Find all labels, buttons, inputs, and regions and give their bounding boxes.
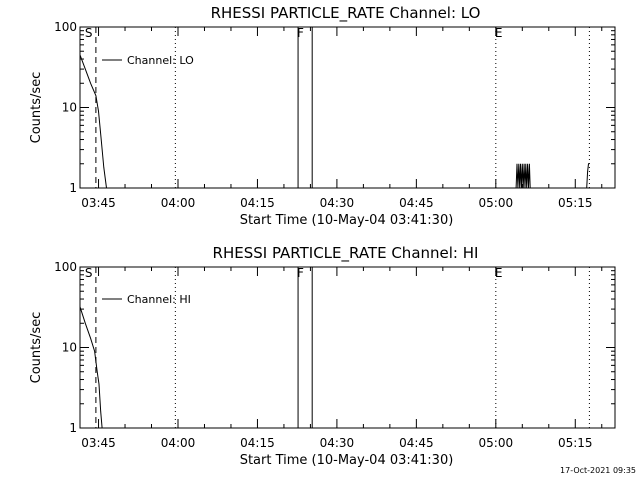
marker-label: S	[85, 26, 93, 40]
marker-label: E	[495, 266, 503, 280]
y-tick-label: 100	[54, 20, 77, 34]
y-tick-label: 10	[62, 101, 77, 115]
marker-label: F	[297, 266, 304, 280]
x-tick-label: 04:45	[399, 436, 434, 450]
x-tick-label: 05:00	[479, 196, 514, 210]
x-tick-label: 04:15	[240, 196, 275, 210]
x-tick-label: 03:45	[81, 436, 116, 450]
plot-frame	[79, 26, 616, 189]
x-tick-label: 03:45	[81, 196, 116, 210]
hi-channel-panel: RHESSI PARTICLE_RATE Channel: HI 1 10 100 03…	[29, 244, 616, 468]
x-axis-label: Start Time (10-May-04 03:41:30)	[240, 213, 454, 228]
x-tick-label: 05:15	[558, 196, 593, 210]
data-series-line	[79, 306, 103, 429]
x-tick-label: 04:45	[399, 196, 434, 210]
x-tick-label: 04:00	[161, 436, 196, 450]
legend-label: Channel: LO	[127, 54, 194, 67]
y-tick-label: 1	[69, 181, 77, 195]
plot-frame	[79, 266, 616, 429]
data-series-line	[586, 163, 590, 189]
x-axis-label: Start Time (10-May-04 03:41:30)	[240, 453, 454, 468]
y-tick-label: 10	[62, 341, 77, 355]
chart-title: RHESSI PARTICLE_RATE Channel: LO	[211, 4, 481, 23]
x-tick-label: 04:00	[161, 196, 196, 210]
plot-timestamp: 17-Oct-2021 09:35	[560, 466, 636, 475]
x-tick-label: 04:30	[320, 436, 355, 450]
marker-label: F	[297, 26, 304, 40]
lo-channel-panel: RHESSI PARTICLE_RATE Channel: LO 1 10 100 03…	[29, 4, 616, 228]
y-axis-label: Counts/sec	[29, 72, 44, 144]
marker-label: S	[85, 266, 93, 280]
marker-label: E	[495, 26, 503, 40]
x-tick-label: 05:15	[558, 436, 593, 450]
legend-label: Channel: HI	[127, 293, 191, 306]
y-axis-label: Counts/sec	[29, 312, 44, 384]
x-tick-label: 04:30	[320, 196, 355, 210]
x-tick-label: 05:00	[479, 436, 514, 450]
data-series-line	[515, 163, 531, 189]
y-tick-label: 1	[69, 421, 77, 435]
y-tick-label: 100	[54, 260, 77, 274]
x-tick-label: 04:15	[240, 436, 275, 450]
chart-title: RHESSI PARTICLE_RATE Channel: HI	[213, 244, 479, 263]
data-series-line	[79, 54, 107, 189]
